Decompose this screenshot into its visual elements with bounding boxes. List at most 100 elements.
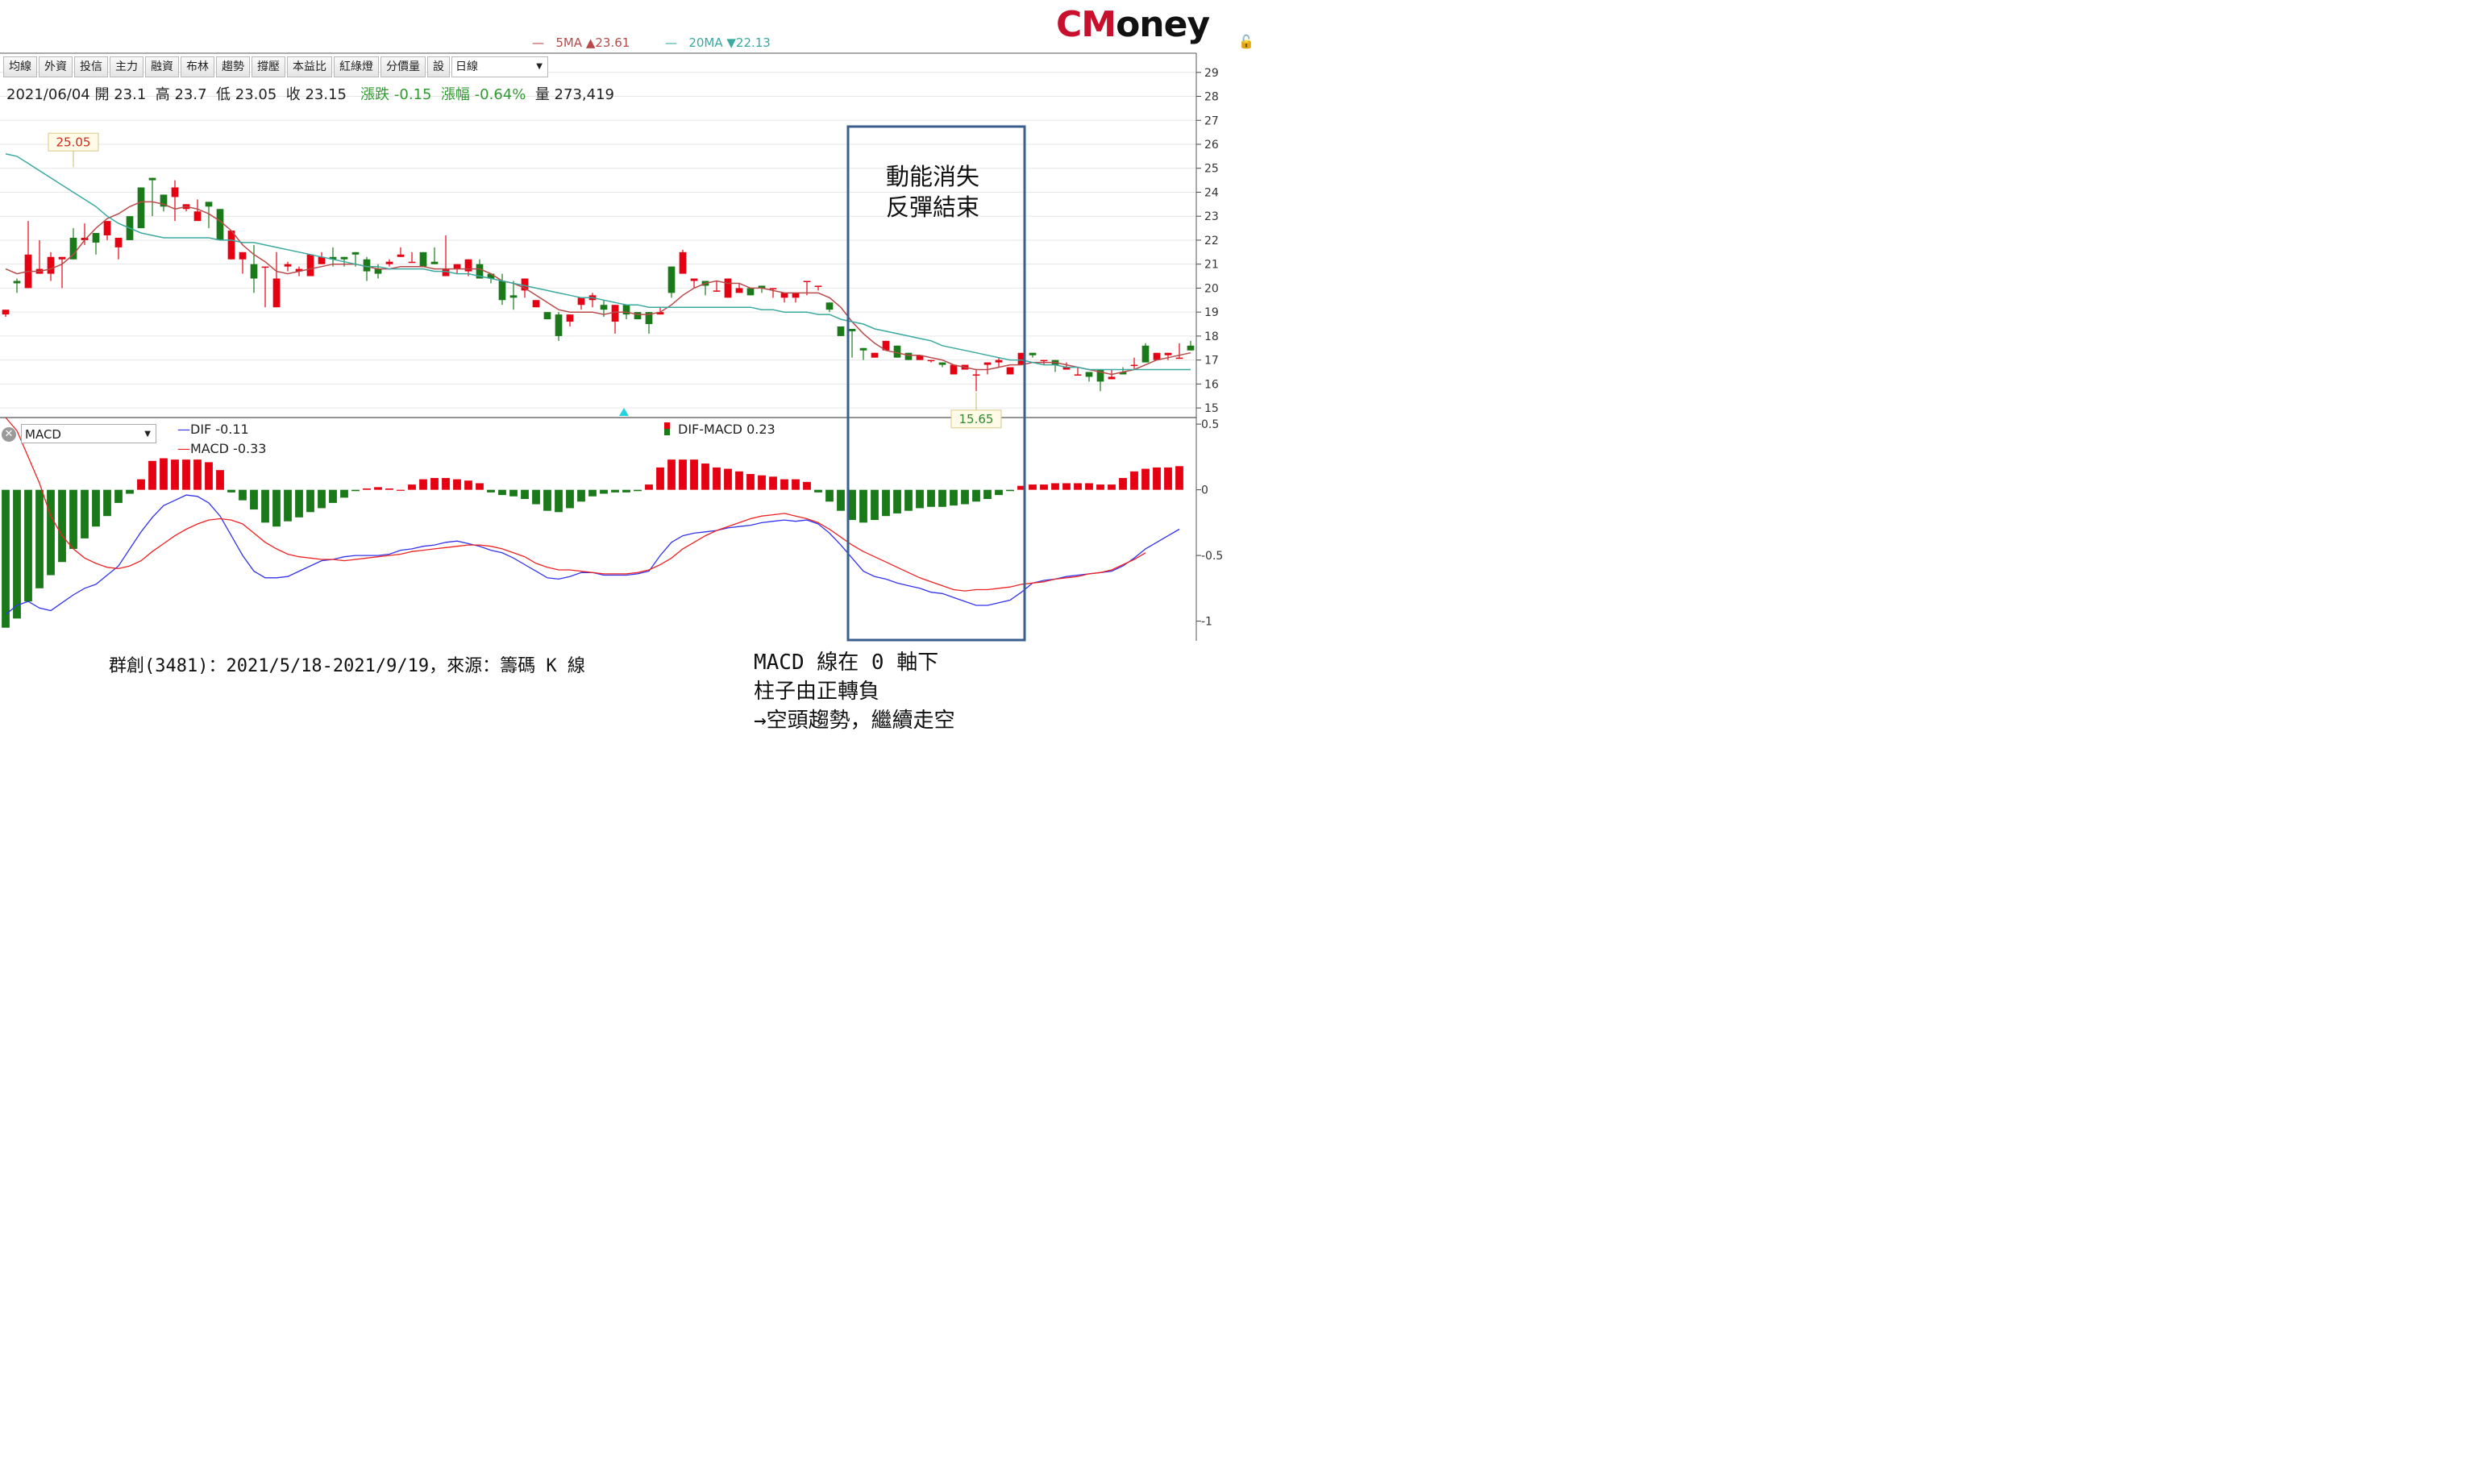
osc-bar: [667, 459, 676, 490]
candle-body: [972, 374, 980, 376]
osc-bar: [780, 479, 788, 490]
period-select[interactable]: 日線 ▼: [451, 56, 548, 77]
toolbar-button-main-force[interactable]: 主力: [110, 56, 143, 77]
y-tick-label: 22: [1204, 235, 1219, 247]
y-tick-label: 17: [1204, 355, 1219, 368]
osc-bar: [498, 489, 506, 496]
osc-bar: [1141, 468, 1150, 490]
osc-bar: [103, 489, 111, 517]
toolbar-button-settings[interactable]: 設: [427, 56, 450, 77]
candle-body: [1085, 372, 1093, 377]
candle-body: [713, 290, 721, 292]
candle-body: [758, 285, 766, 289]
toolbar-button-foreign[interactable]: 外資: [39, 56, 73, 77]
toolbar-button-ma[interactable]: 均線: [3, 56, 37, 77]
candle: [972, 369, 980, 392]
candle: [1085, 372, 1093, 382]
candle: [318, 251, 326, 264]
candle-body: [239, 251, 247, 260]
y-tick-label: 18: [1204, 330, 1219, 343]
candle: [1096, 369, 1104, 392]
indicator-select[interactable]: MACD ▼: [21, 424, 156, 443]
quote-open: 23.1: [114, 86, 147, 103]
osc-bar: [24, 489, 32, 602]
y-tick-label: 25: [1204, 163, 1219, 176]
candle: [746, 288, 755, 296]
osc-bar: [182, 459, 190, 490]
candle: [995, 357, 1003, 368]
close-icon[interactable]: ✕: [2, 427, 16, 442]
candle: [92, 233, 100, 255]
osc-bar: [961, 489, 969, 505]
price-annotations: 25.05 15.65: [48, 132, 1002, 429]
osc-bar: [430, 477, 439, 490]
candle-body: [329, 256, 337, 260]
osc-bar: [114, 489, 123, 503]
osc-bar: [904, 489, 913, 511]
candle: [983, 362, 992, 375]
toolbar-button-margin[interactable]: 融資: [145, 56, 179, 77]
osc-bar: [1029, 484, 1037, 490]
moving-average-lines: [5, 153, 1191, 376]
chart-canvas: 29 28 27 26 25 24 23 22 21 20 19 18 17 16 15 0.5 0 -0.5 -1…: [0, 52, 1223, 642]
osc-bar: [645, 484, 653, 490]
candle-body: [690, 278, 698, 281]
candle: [137, 187, 145, 229]
candle: [239, 251, 247, 274]
candle: [509, 281, 518, 310]
cursor-marker-icon: [619, 408, 629, 416]
y-tick-label: 0: [1201, 484, 1208, 497]
candle: [825, 302, 834, 313]
analysis-note: MACD 線在 0 軸下 柱子由正轉負 →空頭趨勢，繼續走空: [754, 651, 955, 733]
candle: [171, 180, 179, 222]
candle: [58, 256, 66, 289]
candle-body: [374, 268, 382, 274]
osc-bar: [442, 477, 450, 490]
y-tick-label: 15: [1204, 402, 1219, 415]
candle: [904, 352, 913, 360]
candle-body: [261, 266, 269, 268]
osc-bar: [972, 489, 980, 502]
candle-body: [160, 194, 168, 207]
osc-bar: [927, 489, 935, 507]
candle-body: [735, 288, 743, 293]
toolbar-button-support[interactable]: 撐壓: [252, 56, 285, 77]
osc-bar: [126, 489, 134, 494]
osc-bar: [859, 489, 867, 523]
candle-body: [419, 251, 427, 267]
toolbar-button-pe[interactable]: 本益比: [287, 56, 332, 77]
osc-bar: [284, 489, 292, 522]
osc-bar: [408, 484, 416, 490]
toolbar-button-trust[interactable]: 投信: [74, 56, 108, 77]
candle-body: [351, 251, 360, 255]
candle-body: [746, 288, 755, 296]
toolbar-button-volume-profile[interactable]: 分價量: [380, 56, 426, 77]
candle: [1006, 367, 1014, 375]
toolbar-button-traffic-light[interactable]: 紅綠燈: [334, 56, 379, 77]
osc-bar: [351, 489, 360, 492]
candle-body: [825, 302, 834, 310]
candle: [611, 305, 619, 334]
cmoney-logo: CMoney: [1056, 4, 1210, 45]
candle-body: [983, 362, 992, 365]
candle: [81, 223, 89, 245]
macd-legend: —MACD -0.33: [177, 441, 267, 456]
candle: [1141, 343, 1150, 363]
candle-body: [904, 352, 913, 360]
candle-body: [893, 345, 901, 358]
candle: [758, 285, 766, 293]
candle: [397, 247, 405, 257]
lock-icon[interactable]: 🔓: [1238, 34, 1254, 49]
candle-body: [216, 209, 224, 240]
osc-bar: [1096, 484, 1104, 490]
toolbar-button-bollinger[interactable]: 布林: [181, 56, 214, 77]
osc-bar: [476, 483, 484, 490]
candle-body: [1108, 376, 1116, 380]
candle: [498, 273, 506, 306]
candle-body: [13, 281, 21, 284]
osc-bar: [205, 462, 213, 490]
osc-bar: [837, 489, 845, 511]
osc-bar: [656, 467, 664, 490]
candle-body: [498, 281, 506, 301]
toolbar-button-trend[interactable]: 趨勢: [216, 56, 250, 77]
